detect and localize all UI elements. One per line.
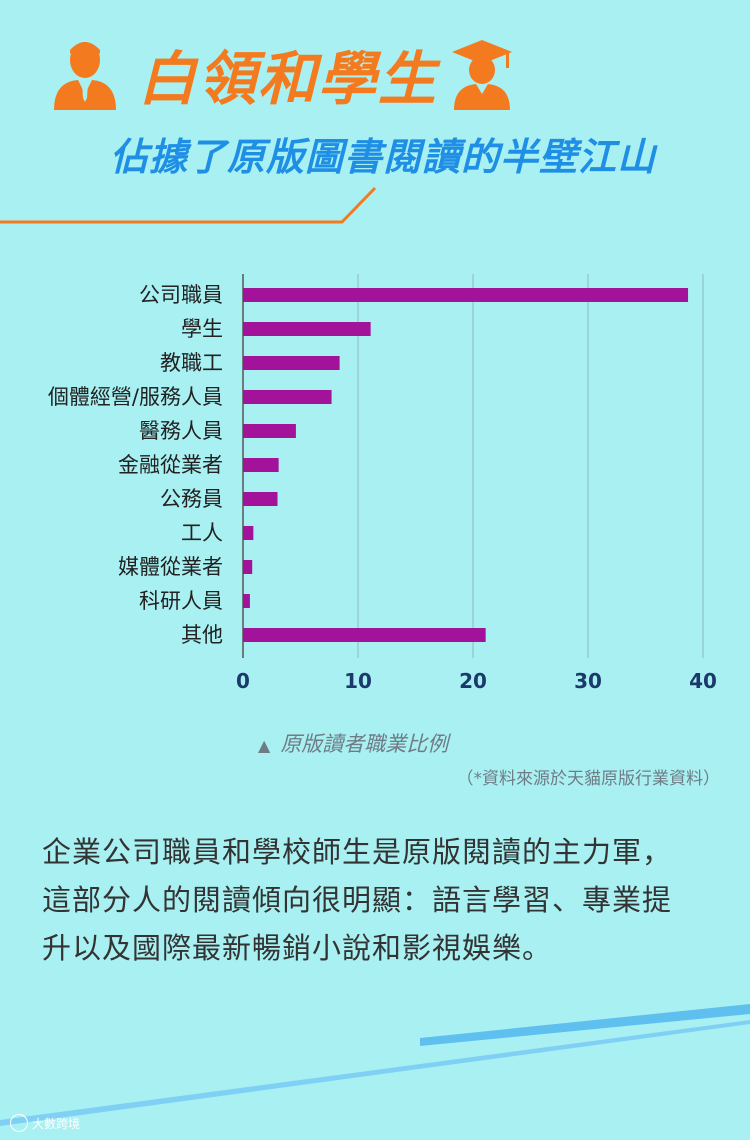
brand-watermark: 大數跨境: [10, 1114, 80, 1132]
header: 白領和學生 佔據了原版圖書閱讀的半壁江山: [0, 0, 750, 240]
header-decoration: [0, 186, 377, 224]
body-paragraph: 企業公司職員和學校師生是原版閱讀的主力軍， 這部分人的閱讀傾向很明顯：語言學習、…: [42, 828, 712, 972]
bar: [243, 628, 486, 642]
category-label: 其他: [181, 623, 223, 647]
bar: [243, 560, 253, 574]
office-worker-icon: [54, 42, 116, 110]
x-tick-label: 10: [344, 669, 372, 693]
header-underline: [0, 186, 377, 224]
category-label: 學生: [181, 317, 223, 341]
category-label: 醫務人員: [139, 419, 223, 443]
x-tick-label: 40: [689, 669, 717, 693]
page-subtitle: 佔據了原版圖書閱讀的半壁江山: [110, 135, 657, 179]
bar: [243, 356, 340, 370]
title-row: 白領和學生: [50, 34, 530, 114]
category-label: 公司職員: [139, 283, 223, 307]
category-label: 科研人員: [139, 589, 223, 613]
brand-logo-icon: [10, 1114, 28, 1132]
x-tick-label: 20: [459, 669, 487, 693]
body-line: 企業公司職員和學校師生是原版閱讀的主力軍，: [42, 835, 673, 869]
bar: [243, 288, 689, 302]
bar: [243, 390, 332, 404]
footer-decoration: [0, 980, 750, 1136]
occupation-bar-chart: 公司職員學生教職工個體經營/服務人員醫務人員金融從業者公務員工人媒體從業者科研人…: [0, 260, 750, 700]
brand-name: 大數跨境: [32, 1116, 81, 1131]
bar: [243, 526, 254, 540]
category-label: 工人: [181, 521, 223, 545]
category-label: 個體經營/服務人員: [48, 385, 223, 409]
page-title: 白領和學生: [138, 45, 439, 113]
category-label: 公務員: [160, 487, 223, 511]
bar: [243, 492, 278, 506]
graduate-student-icon: [452, 40, 513, 110]
bar: [243, 424, 296, 438]
category-label: 金融從業者: [118, 453, 223, 477]
chart-caption: ▲ 原版讀者職業比例: [258, 728, 448, 758]
bar: [243, 594, 250, 608]
footer-stripes: [0, 1004, 750, 1126]
chart-caption-text: 原版讀者職業比例: [280, 732, 449, 756]
category-label: 媒體從業者: [118, 555, 223, 579]
triangle-up-icon: ▲: [258, 736, 271, 755]
x-tick-label: 30: [574, 669, 602, 693]
body-line: 升以及國際最新暢銷小說和影視娛樂。: [42, 931, 553, 965]
category-label: 教職工: [160, 351, 223, 375]
chart-source: （*資料來源於天貓原版行業資料）: [456, 769, 721, 789]
bar: [243, 322, 371, 336]
chart-svg: 公司職員學生教職工個體經營/服務人員醫務人員金融從業者公務員工人媒體從業者科研人…: [48, 274, 717, 693]
x-tick-label: 0: [236, 669, 250, 693]
body-line: 這部分人的閱讀傾向很明顯：語言學習、專業提: [42, 883, 673, 917]
bar: [243, 458, 279, 472]
